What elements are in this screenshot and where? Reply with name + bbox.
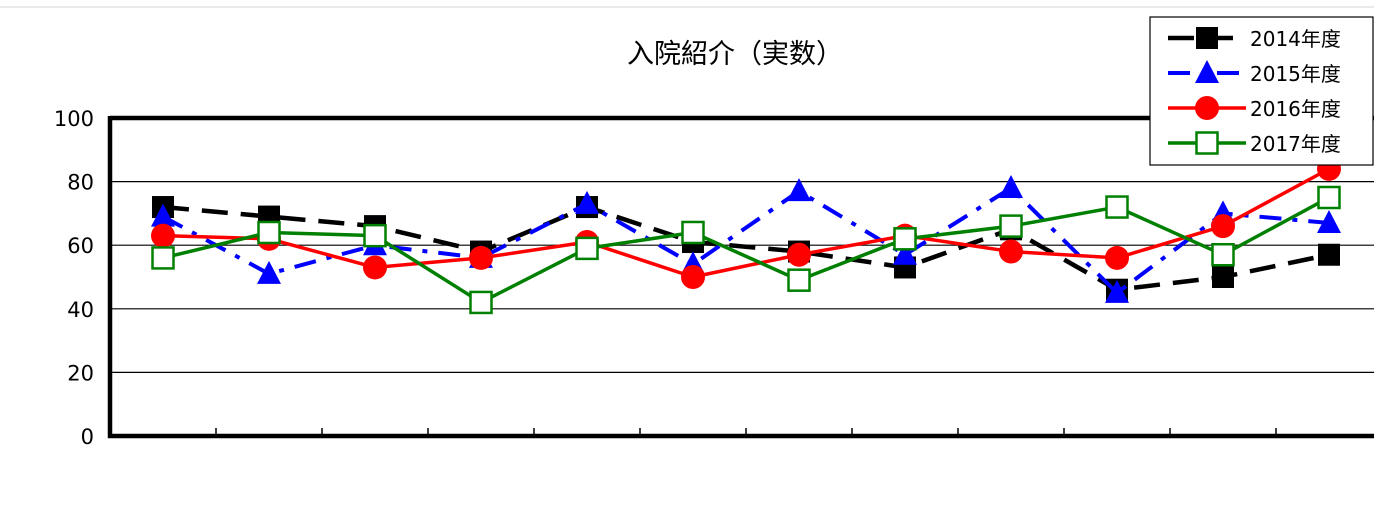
legend-box	[1149, 16, 1374, 166]
series-layer	[151, 156, 1341, 315]
data-point-circle	[1195, 96, 1219, 120]
legend-entry: 2017年度	[1168, 131, 1341, 156]
data-point-triangle	[1105, 279, 1129, 303]
legend-label: 2014年度	[1250, 27, 1341, 51]
series-line	[162, 185, 1330, 295]
legend-entry: 2016年度	[1168, 96, 1341, 121]
series-line	[162, 195, 1330, 305]
legend-label: 2016年度	[1250, 97, 1341, 121]
chart-title: 入院紹介（実数）	[627, 39, 843, 70]
data-point-triangle	[257, 260, 281, 284]
y-tick-label: 100	[54, 107, 94, 131]
legend: 2014年度 2015年度 2016年度 2017年度	[1149, 16, 1374, 166]
data-point-triangle	[575, 190, 599, 214]
series-line	[162, 204, 1330, 292]
data-point-open-square	[999, 214, 1023, 238]
data-point-open-square	[893, 227, 917, 251]
data-point-circle	[999, 239, 1023, 264]
legend-entry: 2014年度	[1168, 27, 1341, 51]
data-point-square	[1196, 27, 1218, 49]
data-point-triangle	[1317, 209, 1341, 233]
gridlines	[110, 181, 1374, 373]
data-point-triangle	[151, 203, 175, 227]
series-0	[152, 196, 1340, 301]
legend-entry: 2015年度	[1168, 60, 1341, 86]
data-point-circle	[681, 265, 705, 289]
data-point-open-square	[575, 236, 599, 261]
legend-label: 2017年度	[1250, 132, 1341, 156]
series-line	[162, 167, 1330, 279]
data-point-open-square	[257, 220, 281, 245]
data-point-open-square	[787, 268, 811, 292]
data-point-circle	[787, 242, 811, 267]
data-point-open-square	[1105, 195, 1129, 219]
y-tick-label: 40	[67, 298, 94, 322]
y-tick-label: 0	[81, 425, 94, 449]
data-point-triangle	[999, 174, 1023, 198]
series-3	[151, 185, 1341, 315]
legend-label: 2015年度	[1250, 62, 1341, 86]
data-point-open-square	[681, 220, 705, 245]
y-tick-label: 20	[67, 361, 94, 385]
series-1	[151, 174, 1341, 303]
y-tick-label: 80	[67, 171, 94, 195]
data-point-open-square	[1317, 185, 1341, 210]
data-point-circle	[1105, 245, 1129, 270]
data-point-open-square	[469, 290, 493, 315]
data-point-triangle	[893, 241, 917, 265]
data-point-circle	[1211, 214, 1235, 239]
data-point-open-square	[151, 246, 175, 270]
data-point-open-square	[1211, 242, 1235, 267]
data-point-circle	[363, 255, 387, 280]
axes: 0 20 40 60 80 100	[54, 107, 1374, 449]
data-point-circle	[469, 245, 493, 270]
data-point-triangle	[787, 178, 811, 202]
data-point-circle	[151, 223, 175, 248]
data-point-open-square	[1195, 131, 1219, 155]
y-tick-label: 60	[67, 234, 94, 258]
data-point-open-square	[363, 223, 387, 248]
data-point-square	[1318, 243, 1340, 266]
data-point-triangle	[1195, 60, 1219, 83]
data-point-square	[1212, 266, 1234, 288]
